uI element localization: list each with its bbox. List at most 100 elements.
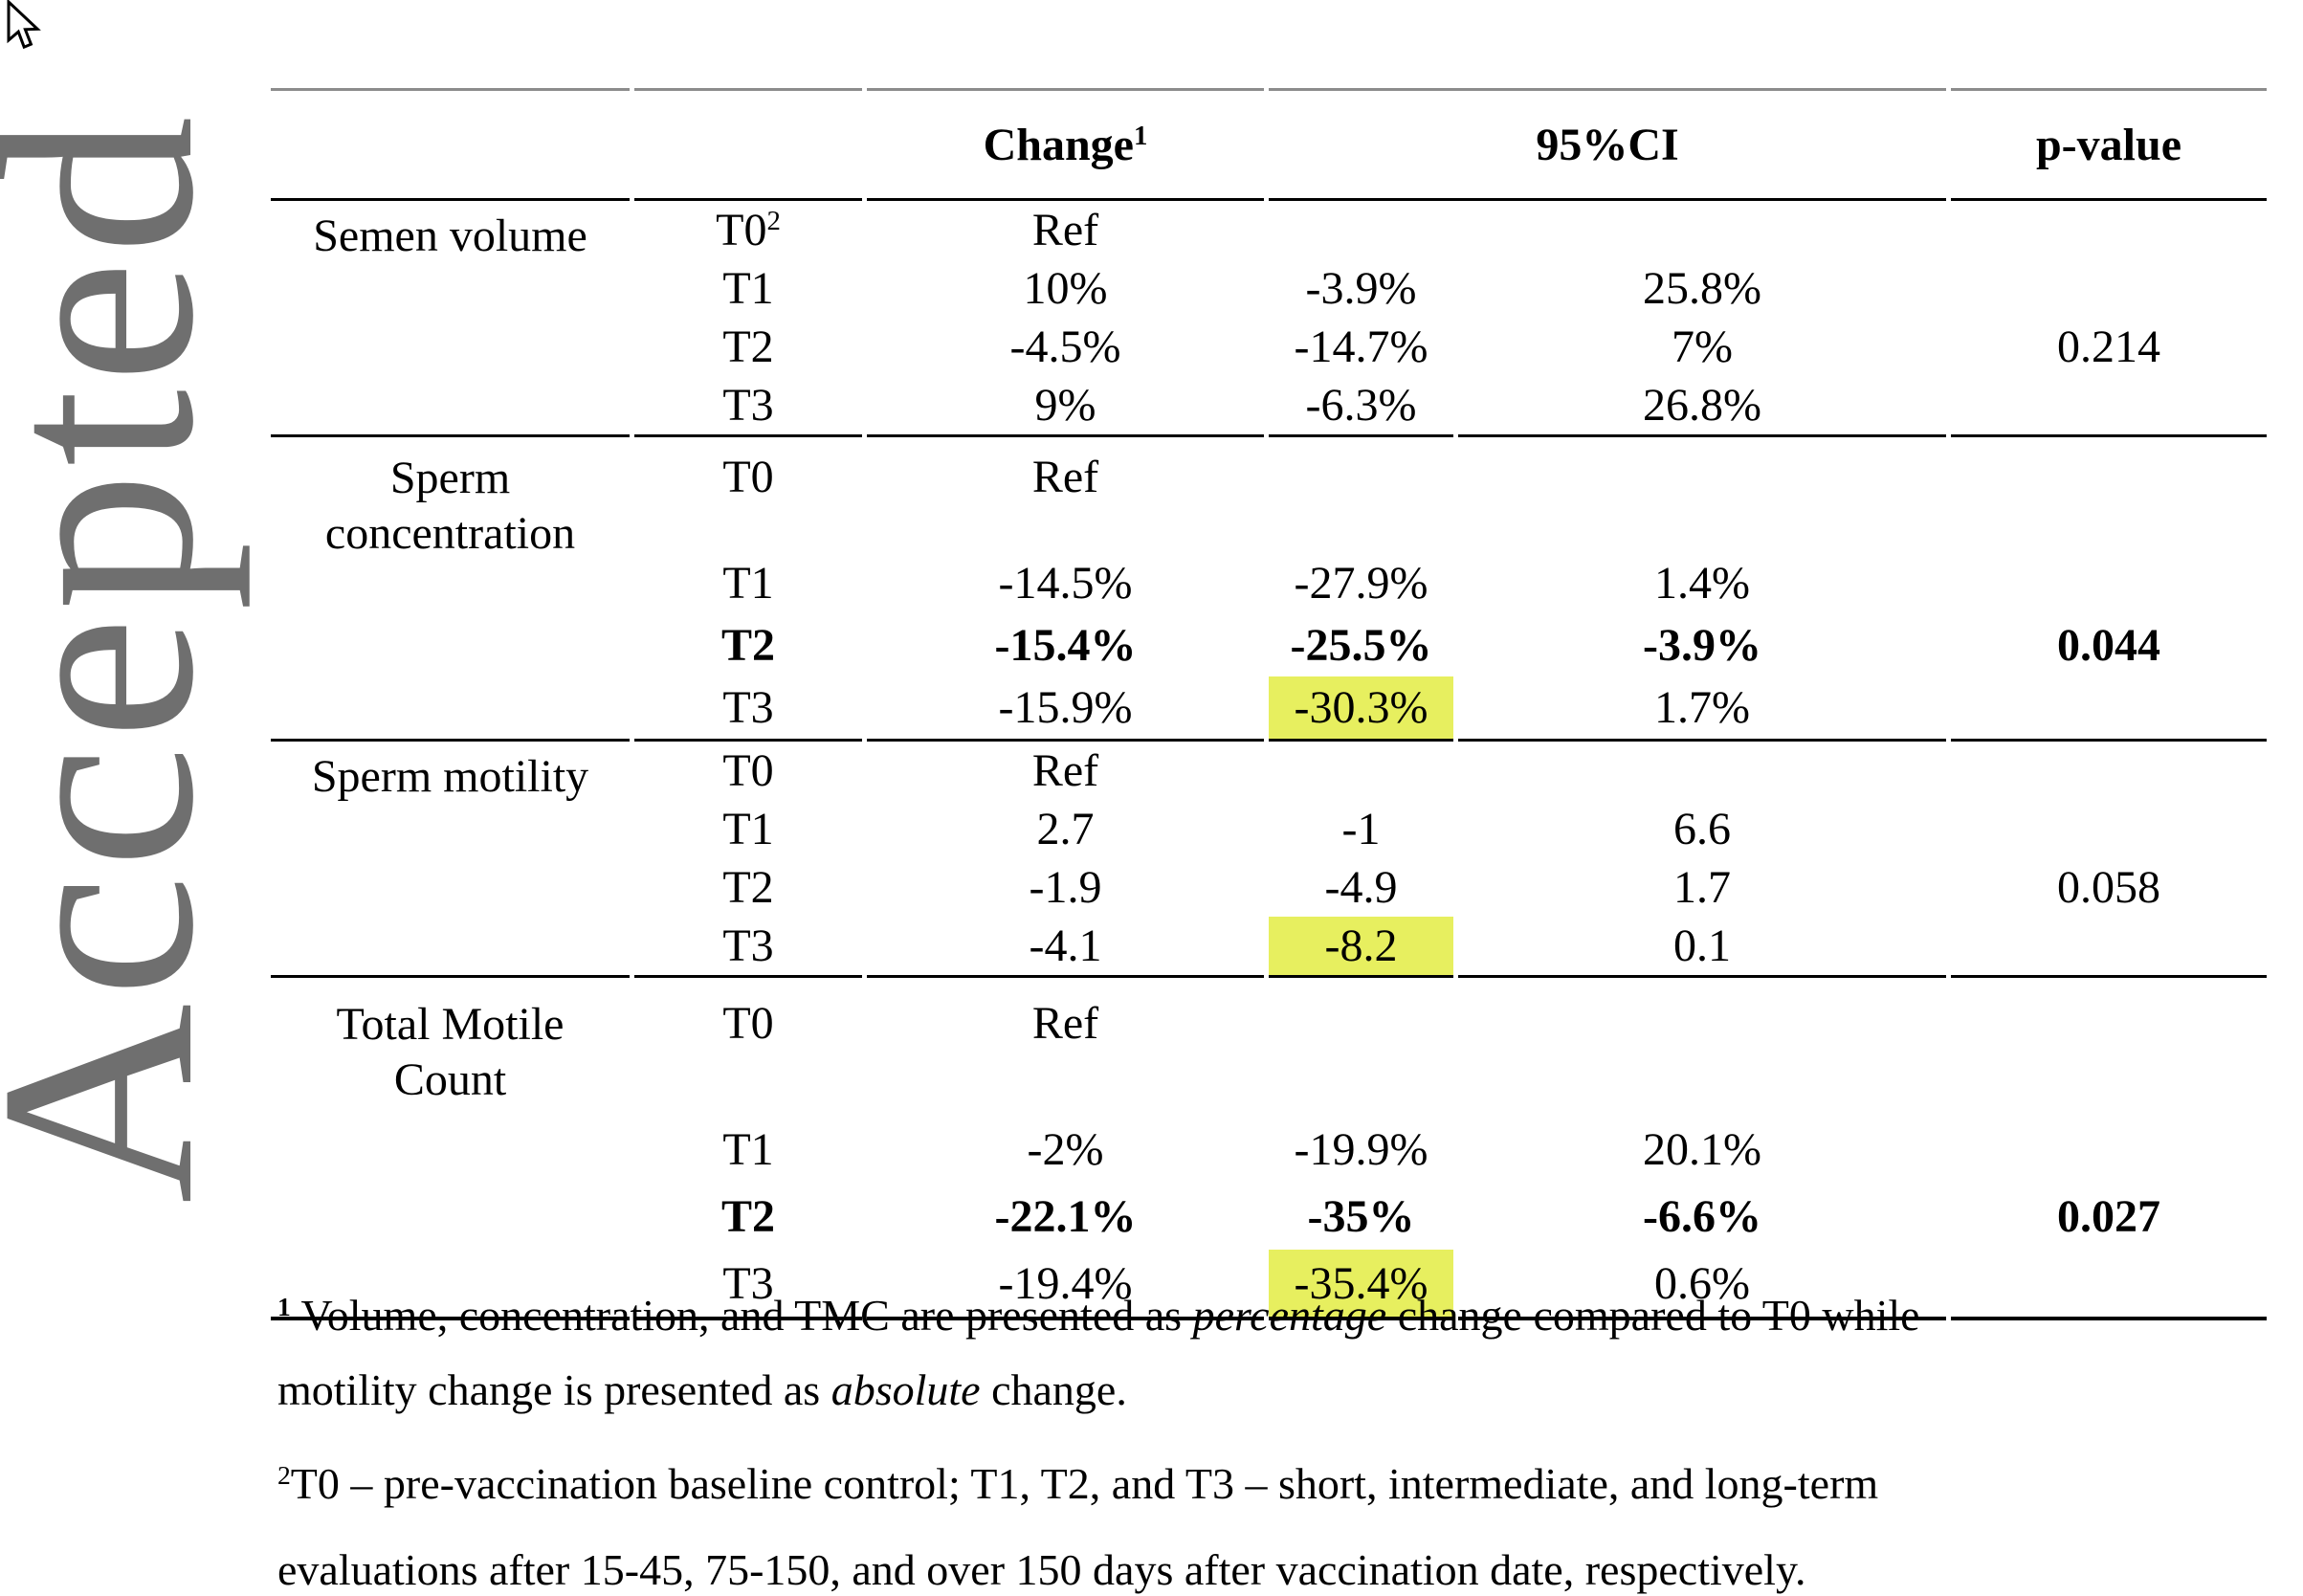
table-row: T1 -14.5% -27.9% 1.4% bbox=[271, 552, 2267, 614]
cell-p-value: 0.044 bbox=[2057, 620, 2160, 671]
cell-ci-low: -27.9% bbox=[1294, 558, 1428, 609]
cell-time: T3 bbox=[722, 380, 774, 431]
results-table: Change1 95%CI p-value Semen volume T02 Ref… bbox=[266, 88, 2271, 1320]
parameter-label: Semen volume bbox=[271, 201, 630, 434]
cell-change: Ref bbox=[867, 434, 1264, 552]
cell-change: -15.4% bbox=[994, 620, 1137, 671]
footnote-text-segment: absolute bbox=[830, 1365, 981, 1414]
cell-change: Ref bbox=[867, 739, 1264, 800]
cell-p-value bbox=[1951, 917, 2267, 975]
footnote-1-line-1: 1 Volume, concentration, and TMC are pre… bbox=[277, 1278, 2210, 1353]
cell-p-value bbox=[1951, 676, 2267, 739]
table-row: T1 -2% -19.9% 20.1% bbox=[271, 1116, 2267, 1183]
table-row: T3 -19.4% -35.4% 0.6% bbox=[271, 1250, 2267, 1320]
footnote-text-segment: 2 bbox=[277, 1459, 291, 1490]
footnote-text-segment: evaluations after 15-45, 75-150, and ove… bbox=[277, 1545, 1806, 1594]
cell-time: T1 bbox=[722, 263, 774, 314]
table-row: Sperm motility T0 Ref bbox=[271, 739, 2267, 802]
cell-p-value bbox=[1951, 1116, 2267, 1183]
cell-ci-high bbox=[1458, 201, 1946, 259]
cell-change: 2.7 bbox=[1036, 804, 1095, 854]
cell-ci-low: -14.7% bbox=[1294, 321, 1428, 372]
cell-p-value bbox=[1951, 376, 2267, 434]
cell-ci-low: -35.4% bbox=[1269, 1250, 1453, 1320]
cell-ci-high: 1.4% bbox=[1654, 558, 1750, 609]
mouse-pointer-icon bbox=[4, 0, 44, 60]
cell-p-value bbox=[1951, 975, 2267, 1116]
table-row: T1 10% -3.9% 25.8% bbox=[271, 259, 2267, 318]
cell-ci-high: 6.6 bbox=[1673, 804, 1731, 854]
cell-change: -4.5% bbox=[1009, 321, 1121, 372]
table-row: T3 -15.9% -30.3% 1.7% bbox=[271, 676, 2267, 739]
cell-time: T1 bbox=[722, 804, 774, 854]
cell-ci-high: 20.1% bbox=[1643, 1123, 1761, 1175]
cell-ci-low bbox=[1269, 739, 1453, 800]
cell-p-value: 0.027 bbox=[2057, 1190, 2160, 1242]
cell-ci-low: -1 bbox=[1341, 804, 1381, 854]
cell-ci-low: -30.3% bbox=[1269, 676, 1453, 739]
footnote-text-segment: percentage bbox=[1192, 1291, 1387, 1340]
table-row: T2 -4.5% -14.7% 7% 0.214 bbox=[271, 318, 2267, 376]
footnote-2-line-2: evaluations after 15-45, 75-150, and ove… bbox=[277, 1527, 2210, 1596]
cell-ci-low: -8.2 bbox=[1269, 917, 1453, 975]
cell-ci-low: -4.9 bbox=[1324, 862, 1398, 913]
cell-time: T02 bbox=[716, 205, 781, 255]
cell-ci-low bbox=[1269, 201, 1453, 259]
cell-ci-high bbox=[1458, 739, 1946, 800]
header-time bbox=[634, 88, 862, 201]
parameter-label-line: concentration bbox=[324, 507, 576, 559]
cell-p-value bbox=[1951, 434, 2267, 552]
cell-ci-low: -25.5% bbox=[1290, 620, 1432, 671]
cell-p-value bbox=[1951, 552, 2267, 614]
footnote-text-segment: 1 bbox=[277, 1291, 291, 1321]
cell-ci-low bbox=[1269, 434, 1453, 552]
header-parameter bbox=[271, 88, 630, 201]
cell-time: T2 bbox=[720, 1190, 775, 1242]
footnote-1-line-2: motility change is presented as absolute… bbox=[277, 1353, 2210, 1428]
cell-ci-high: 7% bbox=[1672, 321, 1733, 372]
footnote-text-segment: Volume, concentration, and TMC are prese… bbox=[290, 1291, 1193, 1340]
cell-change: -22.1% bbox=[994, 1190, 1137, 1242]
table-row: Sperm concentration T0 Ref bbox=[271, 434, 2267, 559]
cell-ci-high bbox=[1458, 975, 1946, 1116]
table-row: Semen volume T02 Ref bbox=[271, 201, 2267, 261]
cell-change: -2% bbox=[1027, 1123, 1104, 1175]
time-superscript: 2 bbox=[766, 206, 781, 237]
table-body: Semen volume T02 Ref T1 10% -3.9% 25.8% T2 -4.5%… bbox=[271, 201, 2267, 1320]
cell-p-value: 0.214 bbox=[2057, 321, 2160, 372]
cell-ci-low: -19.9% bbox=[1294, 1123, 1428, 1175]
header-row: Change1 95%CI p-value bbox=[271, 88, 2267, 201]
table-row: T2 -1.9 -4.9 1.7 0.058 bbox=[271, 858, 2267, 917]
cell-ci-high: 1.7% bbox=[1654, 682, 1750, 733]
cell-ci-low: -3.9% bbox=[1305, 263, 1417, 314]
accepted-watermark: Accepted bbox=[0, 110, 251, 1204]
cell-time: T0 bbox=[634, 739, 862, 800]
cell-p-value bbox=[1951, 1250, 2267, 1320]
cell-change: -15.9% bbox=[998, 682, 1133, 733]
table-row: T3 9% -6.3% 26.8% bbox=[271, 376, 2267, 434]
cell-time: T0 bbox=[634, 434, 862, 552]
cell-ci-low bbox=[1269, 975, 1453, 1116]
parameter-label-line: Sperm motility bbox=[311, 751, 589, 802]
cell-time: T3 bbox=[722, 682, 774, 733]
cell-change: -1.9 bbox=[1029, 862, 1102, 913]
cell-ci-high: 25.8% bbox=[1643, 263, 1761, 314]
header-ci: 95%CI bbox=[1269, 88, 1946, 201]
cell-ci-high: -3.9% bbox=[1643, 620, 1761, 671]
parameter-label-line: Sperm bbox=[389, 453, 511, 503]
cell-change: Ref bbox=[1031, 205, 1099, 255]
cell-change: 9% bbox=[1034, 380, 1096, 431]
table-row: T3 -4.1 -8.2 0.1 bbox=[271, 917, 2267, 975]
cell-ci-high: -6.6% bbox=[1643, 1190, 1761, 1242]
parameter-label: Sperm concentration bbox=[271, 434, 630, 739]
footnote-text-segment: motility change is presented as bbox=[277, 1365, 831, 1414]
cell-change: -19.4% bbox=[867, 1250, 1264, 1320]
parameter-label-line: Semen volume bbox=[313, 211, 587, 261]
footnote-text-segment: change. bbox=[980, 1365, 1127, 1414]
cell-change: -14.5% bbox=[998, 558, 1133, 609]
parameter-label-line: Total Motile bbox=[336, 999, 565, 1050]
cell-p-value bbox=[1951, 259, 2267, 318]
cell-time: T1 bbox=[722, 1123, 774, 1175]
cell-change: Ref bbox=[867, 975, 1264, 1116]
